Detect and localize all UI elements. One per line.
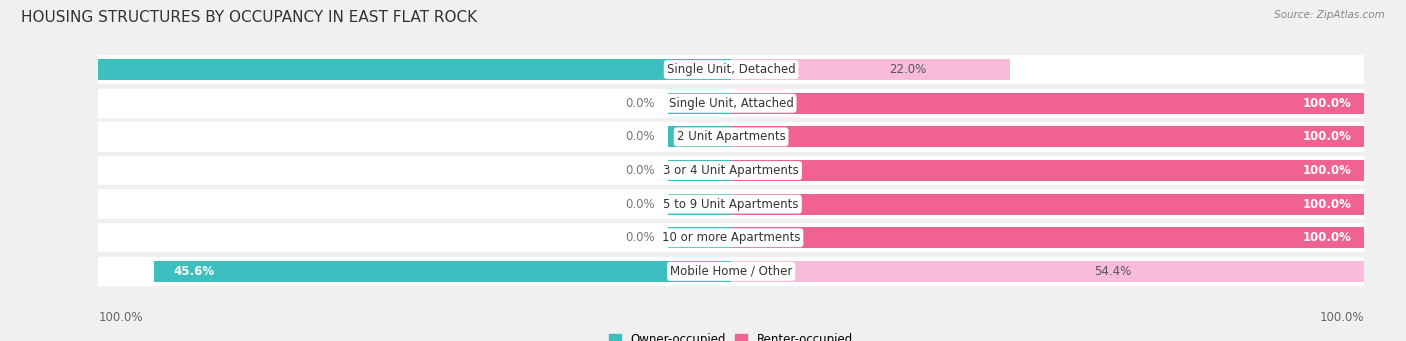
- Text: 100.0%: 100.0%: [1302, 97, 1351, 110]
- Bar: [98, 223, 1364, 252]
- Bar: [731, 261, 1364, 282]
- Bar: [668, 160, 731, 181]
- Bar: [731, 127, 1364, 147]
- Legend: Owner-occupied, Renter-occupied: Owner-occupied, Renter-occupied: [605, 328, 858, 341]
- Text: 5 to 9 Unit Apartments: 5 to 9 Unit Apartments: [664, 198, 799, 211]
- Text: Mobile Home / Other: Mobile Home / Other: [669, 265, 793, 278]
- Text: 45.6%: 45.6%: [173, 265, 214, 278]
- Text: 10 or more Apartments: 10 or more Apartments: [662, 231, 800, 244]
- Bar: [731, 194, 1364, 214]
- Text: 0.0%: 0.0%: [626, 97, 655, 110]
- Text: 100.0%: 100.0%: [98, 311, 143, 324]
- Text: HOUSING STRUCTURES BY OCCUPANCY IN EAST FLAT ROCK: HOUSING STRUCTURES BY OCCUPANCY IN EAST …: [21, 10, 477, 25]
- Text: 100.0%: 100.0%: [1302, 164, 1351, 177]
- Text: Single Unit, Detached: Single Unit, Detached: [666, 63, 796, 76]
- Text: 0.0%: 0.0%: [626, 130, 655, 143]
- Bar: [731, 93, 1364, 114]
- Bar: [668, 194, 731, 214]
- Bar: [155, 261, 731, 282]
- Text: 100.0%: 100.0%: [1319, 311, 1364, 324]
- Text: 54.4%: 54.4%: [1094, 265, 1132, 278]
- Text: 3 or 4 Unit Apartments: 3 or 4 Unit Apartments: [664, 164, 799, 177]
- Text: 100.0%: 100.0%: [1302, 198, 1351, 211]
- Bar: [731, 160, 1364, 181]
- Bar: [668, 227, 731, 248]
- Bar: [98, 156, 1364, 185]
- Bar: [668, 93, 731, 114]
- Text: 0.0%: 0.0%: [626, 164, 655, 177]
- Bar: [98, 190, 1364, 219]
- Bar: [668, 127, 731, 147]
- Text: Single Unit, Attached: Single Unit, Attached: [669, 97, 793, 110]
- Bar: [731, 59, 1010, 80]
- Bar: [0, 59, 731, 80]
- Text: 2 Unit Apartments: 2 Unit Apartments: [676, 130, 786, 143]
- Text: 22.0%: 22.0%: [889, 63, 927, 76]
- Bar: [98, 55, 1364, 84]
- Text: 100.0%: 100.0%: [1302, 231, 1351, 244]
- Text: 100.0%: 100.0%: [1302, 130, 1351, 143]
- Text: 0.0%: 0.0%: [626, 198, 655, 211]
- Text: Source: ZipAtlas.com: Source: ZipAtlas.com: [1274, 10, 1385, 20]
- Text: 0.0%: 0.0%: [626, 231, 655, 244]
- Bar: [98, 257, 1364, 286]
- Bar: [98, 89, 1364, 118]
- Bar: [731, 227, 1364, 248]
- Bar: [98, 122, 1364, 151]
